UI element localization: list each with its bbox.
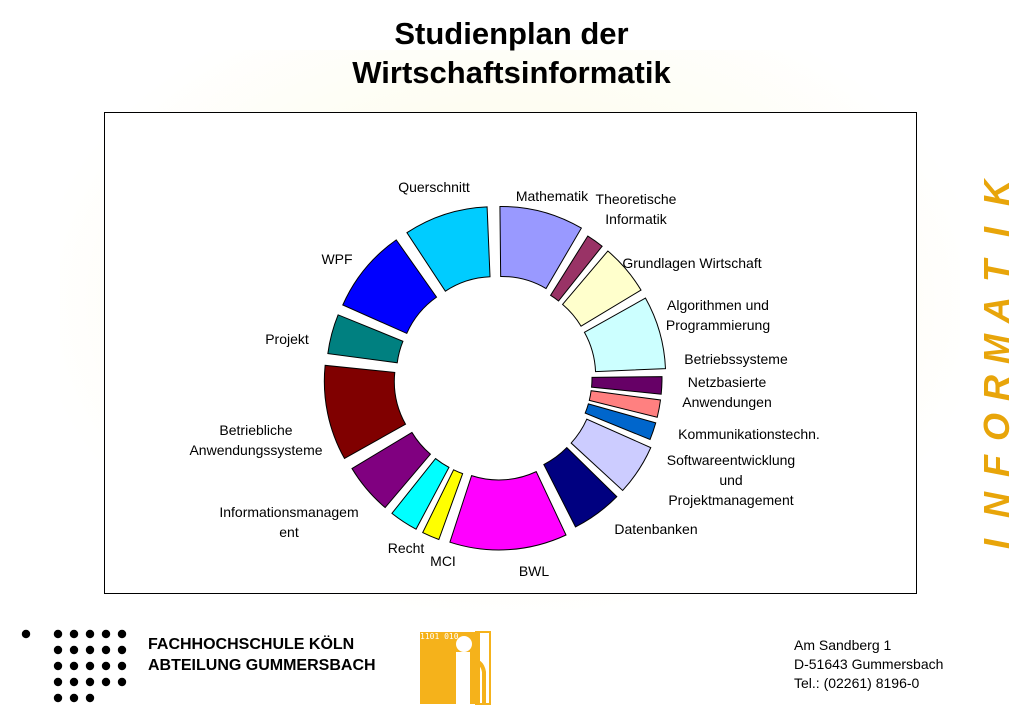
- logo-dot: [101, 661, 111, 671]
- slice-label-line: und: [719, 472, 742, 488]
- institution-line-2: ABTEILUNG GUMMERSBACH: [148, 657, 376, 674]
- address-line-1: Am Sandberg 1: [794, 637, 892, 653]
- logo-mark-icon: [420, 631, 491, 705]
- slice-label-13: Informationsmanagem ent: [219, 504, 358, 540]
- slice-label-line: Netzbasierte: [688, 374, 767, 390]
- title-line-1: Studienplan der: [394, 16, 629, 51]
- slice-label-line: Betriebssysteme: [684, 351, 788, 367]
- slice-label-17: Querschnitt: [398, 179, 470, 195]
- slice-label-line: Softwareentwicklung: [667, 452, 795, 468]
- slice-label-6: Netzbasierte Anwendungen: [682, 374, 772, 410]
- donut-slice-1: [499, 205, 583, 290]
- slice-label-line: Mathematik: [516, 188, 589, 204]
- slice-label-3: Grundlagen Wirtschaft: [622, 255, 761, 271]
- dot-grid-logo: [21, 629, 127, 703]
- donut-slice-2: [549, 235, 603, 302]
- logo-dot: [117, 629, 127, 639]
- address-line-2: D-51643 Gummersbach: [794, 656, 944, 672]
- slice-label-11: MCI: [430, 553, 456, 569]
- donut-slice-15: [327, 314, 404, 364]
- slice-label-line: Kommunikationstechn.: [678, 426, 820, 442]
- donut-slice-11: [422, 469, 464, 541]
- logo-dot: [117, 645, 127, 655]
- institution-line-1: FACHHOCHSCHULE KÖLN: [148, 636, 355, 653]
- logo-dot: [85, 677, 95, 687]
- side-word-letter: K: [976, 180, 1017, 206]
- donut-slice-16: [342, 239, 438, 335]
- slice-label-line: Projekt: [265, 331, 309, 347]
- slice-label-line: BWL: [519, 563, 550, 579]
- slice-label-line: WPF: [321, 251, 352, 267]
- slice-label-line: Anwendungen: [682, 394, 772, 410]
- logo-dot: [53, 629, 63, 639]
- slice-label-14: Betriebliche Anwendungssysteme: [189, 422, 322, 458]
- fh-logo: 1101 010: [418, 630, 494, 706]
- donut-slice-14: [323, 364, 407, 460]
- logo-dot: [69, 693, 79, 703]
- slice-label-line: Programmierung: [666, 317, 770, 333]
- slice-label-line: Informatik: [605, 211, 667, 227]
- address-block: Am Sandberg 1 D-51643 Gummersbach Tel.: …: [794, 636, 943, 693]
- slice-label-line: Datenbanken: [614, 521, 697, 537]
- logo-dot: [53, 677, 63, 687]
- logo-dot: [101, 645, 111, 655]
- logo-dot: [117, 677, 127, 687]
- logo-dot: [85, 661, 95, 671]
- donut-slice-13: [351, 431, 432, 509]
- slice-label-2: Theoretische Informatik: [596, 191, 677, 227]
- slice-label-line: Theoretische: [596, 191, 677, 207]
- slice-label-1: Mathematik: [516, 188, 589, 204]
- slice-label-4: Algorithmen und Programmierung: [666, 297, 770, 333]
- logo-dot: [69, 677, 79, 687]
- logo-dot: [69, 645, 79, 655]
- logo-dot: [101, 677, 111, 687]
- slice-label-8: Softwareentwicklung und Projektmanagement: [667, 452, 795, 508]
- logo-binary-text: 1101 010: [420, 632, 459, 641]
- slice-label-line: Projektmanagement: [668, 492, 793, 508]
- slice-label-line: ent: [279, 524, 299, 540]
- slice-label-5: Betriebssysteme: [684, 351, 788, 367]
- donut-slice-4: [583, 297, 667, 373]
- donut-slice-5: [590, 376, 663, 395]
- logo-dot: [101, 629, 111, 639]
- donut-slice-17: [406, 206, 491, 292]
- logo-dot: [69, 629, 79, 639]
- logo-dot: [85, 693, 95, 703]
- slice-label-line: Querschnitt: [398, 179, 470, 195]
- donut-slice-7: [584, 403, 657, 441]
- slice-label-line: Informationsmanagem: [219, 504, 358, 520]
- slice-label-15: Projekt: [265, 331, 309, 347]
- logo-dot: [53, 693, 63, 703]
- donut-slice-6: [588, 390, 662, 418]
- donut-slice-12: [391, 457, 450, 530]
- donut-slice-10: [449, 470, 567, 551]
- page-title: Studienplan der Wirtschaftsinformatik: [0, 14, 1023, 92]
- slice-label-line: Algorithmen und: [667, 297, 769, 313]
- logo-dot: [69, 661, 79, 671]
- slice-label-line: Grundlagen Wirtschaft: [622, 255, 761, 271]
- logo-dot: [53, 661, 63, 671]
- slice-label-12: Recht: [388, 540, 425, 556]
- logo-dot: [117, 661, 127, 671]
- slice-label-16: WPF: [321, 251, 352, 267]
- logo-dot: [53, 645, 63, 655]
- slice-label-9: Datenbanken: [614, 521, 697, 537]
- slice-label-line: Betriebliche: [219, 422, 292, 438]
- title-line-2: Wirtschaftsinformatik: [352, 55, 671, 90]
- slice-label-line: Recht: [388, 540, 425, 556]
- logo-dot: [85, 645, 95, 655]
- logo-dot: [85, 629, 95, 639]
- institution-name: FACHHOCHSCHULE KÖLN ABTEILUNG GUMMERSBAC…: [148, 634, 376, 676]
- slice-label-7: Kommunikationstechn.: [678, 426, 820, 442]
- donut-slice-9: [543, 446, 618, 528]
- slice-label-line: Anwendungssysteme: [189, 442, 322, 458]
- slice-label-10: BWL: [519, 563, 550, 579]
- address-line-3: Tel.: (02261) 8196-0: [794, 675, 920, 691]
- slice-label-line: MCI: [430, 553, 456, 569]
- logo-dot: [21, 629, 31, 639]
- donut-slice-8: [570, 418, 652, 492]
- donut-slice-3: [561, 250, 642, 327]
